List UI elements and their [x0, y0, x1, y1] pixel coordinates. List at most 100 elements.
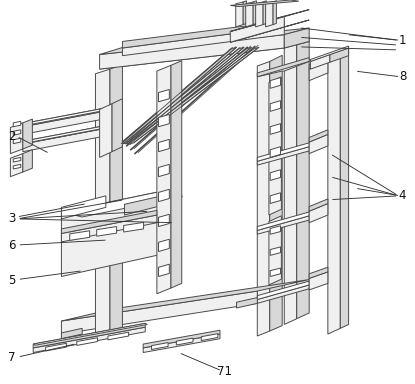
- Polygon shape: [124, 222, 144, 232]
- Polygon shape: [159, 114, 169, 127]
- Polygon shape: [309, 57, 328, 69]
- Polygon shape: [151, 343, 168, 349]
- Polygon shape: [309, 272, 328, 290]
- Polygon shape: [230, 10, 309, 31]
- Text: 4: 4: [399, 189, 406, 202]
- Polygon shape: [112, 99, 122, 152]
- Polygon shape: [33, 327, 145, 353]
- Polygon shape: [23, 150, 32, 172]
- Polygon shape: [297, 36, 309, 319]
- Polygon shape: [97, 227, 117, 236]
- Polygon shape: [100, 35, 284, 69]
- Polygon shape: [266, 2, 273, 27]
- Polygon shape: [100, 104, 112, 157]
- Polygon shape: [108, 332, 129, 340]
- Polygon shape: [33, 323, 147, 345]
- Polygon shape: [46, 343, 66, 351]
- Polygon shape: [270, 55, 282, 331]
- Polygon shape: [77, 338, 98, 346]
- Polygon shape: [13, 138, 21, 144]
- Polygon shape: [237, 298, 257, 308]
- Polygon shape: [159, 239, 169, 252]
- Polygon shape: [270, 193, 281, 204]
- Polygon shape: [10, 123, 23, 154]
- Polygon shape: [263, 1, 266, 25]
- Polygon shape: [270, 226, 281, 234]
- Polygon shape: [309, 267, 328, 278]
- Polygon shape: [23, 111, 104, 134]
- Polygon shape: [236, 2, 243, 27]
- Polygon shape: [257, 281, 309, 300]
- Polygon shape: [253, 1, 256, 25]
- Polygon shape: [309, 204, 328, 223]
- Polygon shape: [284, 42, 297, 324]
- Polygon shape: [13, 164, 21, 169]
- Polygon shape: [310, 46, 349, 61]
- Text: 7: 7: [8, 351, 15, 364]
- Polygon shape: [126, 47, 251, 144]
- Polygon shape: [100, 41, 309, 69]
- Polygon shape: [273, 1, 276, 25]
- Polygon shape: [23, 119, 32, 149]
- Polygon shape: [270, 147, 281, 157]
- Polygon shape: [61, 196, 162, 276]
- Polygon shape: [309, 199, 328, 211]
- Polygon shape: [10, 154, 23, 177]
- Polygon shape: [309, 130, 328, 142]
- Polygon shape: [143, 330, 220, 348]
- Polygon shape: [270, 78, 281, 88]
- Polygon shape: [159, 189, 169, 202]
- Polygon shape: [13, 121, 21, 127]
- Polygon shape: [70, 231, 90, 240]
- Polygon shape: [270, 124, 281, 134]
- Polygon shape: [123, 47, 244, 144]
- Polygon shape: [257, 61, 309, 77]
- Polygon shape: [13, 157, 21, 162]
- Text: 71: 71: [217, 365, 232, 378]
- Text: 2: 2: [8, 130, 15, 143]
- Polygon shape: [257, 61, 270, 336]
- Polygon shape: [159, 139, 169, 152]
- Polygon shape: [284, 28, 309, 48]
- Polygon shape: [23, 129, 104, 152]
- Polygon shape: [23, 108, 104, 127]
- Polygon shape: [143, 334, 220, 353]
- Polygon shape: [340, 48, 349, 328]
- Polygon shape: [61, 210, 157, 233]
- Polygon shape: [257, 216, 309, 234]
- Polygon shape: [309, 134, 328, 154]
- Polygon shape: [122, 27, 284, 56]
- Polygon shape: [270, 268, 281, 276]
- Text: 3: 3: [8, 212, 15, 225]
- Polygon shape: [270, 247, 281, 255]
- Polygon shape: [176, 338, 193, 345]
- Polygon shape: [61, 196, 106, 219]
- Text: 6: 6: [8, 239, 15, 252]
- Polygon shape: [257, 147, 309, 165]
- Polygon shape: [61, 328, 82, 339]
- Polygon shape: [159, 264, 169, 276]
- Polygon shape: [246, 2, 253, 27]
- Polygon shape: [61, 280, 309, 321]
- Polygon shape: [257, 285, 309, 303]
- Text: 5: 5: [8, 274, 15, 287]
- Polygon shape: [230, 20, 309, 42]
- Polygon shape: [171, 61, 182, 288]
- Polygon shape: [110, 65, 122, 333]
- Polygon shape: [269, 77, 281, 215]
- Polygon shape: [61, 191, 183, 217]
- Polygon shape: [33, 323, 145, 348]
- Polygon shape: [257, 143, 309, 161]
- Polygon shape: [124, 196, 162, 215]
- Polygon shape: [23, 126, 108, 143]
- Polygon shape: [61, 215, 157, 242]
- Polygon shape: [270, 101, 281, 111]
- Polygon shape: [328, 52, 340, 334]
- Polygon shape: [270, 170, 281, 180]
- Polygon shape: [309, 61, 328, 81]
- Polygon shape: [256, 2, 263, 27]
- Polygon shape: [95, 69, 110, 338]
- Polygon shape: [23, 126, 104, 144]
- Polygon shape: [159, 89, 169, 102]
- Text: 8: 8: [399, 70, 406, 83]
